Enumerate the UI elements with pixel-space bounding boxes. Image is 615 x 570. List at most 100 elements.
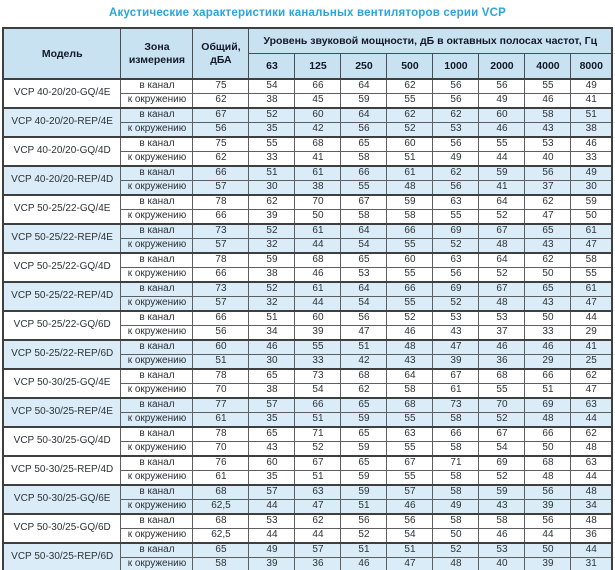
spl-value-cell: 50 xyxy=(524,310,572,326)
spl-value-cell: 59 xyxy=(340,93,388,109)
spl-value-cell: 44 xyxy=(248,528,296,544)
spl-value-cell: 61 xyxy=(432,383,480,399)
spl-value-cell: 67 xyxy=(478,281,526,297)
spl-value-cell: 68 xyxy=(524,455,572,471)
spl-value-cell: 48 xyxy=(524,412,572,428)
spl-value-cell: 39 xyxy=(432,354,480,370)
spl-value-cell: 69 xyxy=(432,223,480,239)
spl-value-cell: 25 xyxy=(570,354,613,370)
spl-value-cell: 58 xyxy=(432,513,480,529)
spl-value-cell: 64 xyxy=(340,78,388,94)
spl-value-cell: 39 xyxy=(524,557,572,570)
model-group: VCP 50-30/25-REP/4E в канал 77 57 66 65 68 73 70… xyxy=(2,397,613,428)
spl-value-cell: 38 xyxy=(248,93,296,109)
zone-cell: в канал xyxy=(120,223,194,239)
spl-value-cell: 36 xyxy=(570,528,613,544)
table-row-to-surroundings: к окружению 62 33 41 58 51 49 44 40 33 xyxy=(3,151,613,167)
header-row-frequencies: 63 125 250 500 1000 2000 4000 8000 xyxy=(3,53,613,80)
zone-cell: в канал xyxy=(120,339,194,355)
table-row-to-surroundings: к окружению 61 35 51 59 55 58 52 48 44 xyxy=(3,412,613,428)
spl-value-cell: 51 xyxy=(294,470,342,486)
spl-value-cell: 51 xyxy=(340,499,388,515)
spl-value-cell: 54 xyxy=(386,528,434,544)
spl-value-cell: 36 xyxy=(294,557,342,570)
model-cell: VCP 50-30/25-GQ/4E xyxy=(2,368,122,399)
spl-value-cell: 52 xyxy=(432,542,480,558)
spl-value-cell: 65 xyxy=(524,223,572,239)
spl-value-cell: 67 xyxy=(432,368,480,384)
spl-value-cell: 33 xyxy=(248,151,296,167)
spl-value-cell: 30 xyxy=(248,354,296,370)
model-group: VCP 50-30/25-GQ/4D в канал 78 65 71 65 63 66 67 6… xyxy=(2,426,613,457)
spl-value-cell: 55 xyxy=(386,412,434,428)
total-dba-cell: 66 xyxy=(192,267,250,283)
zone-cell: к окружению xyxy=(120,412,194,428)
spl-value-cell: 33 xyxy=(294,354,342,370)
spl-value-cell: 66 xyxy=(524,426,572,442)
spl-value-cell: 47 xyxy=(294,499,342,515)
zone-cell: к окружению xyxy=(120,354,194,370)
table-row-in-duct: VCP 50-30/25-REP/6D в канал 65 49 57 51 51 52 53… xyxy=(2,542,613,570)
spl-value-cell: 56 xyxy=(386,513,434,529)
model-cell: VCP 50-25/22-REP/4D xyxy=(2,281,122,312)
spl-value-cell: 69 xyxy=(432,281,480,297)
spl-value-cell: 40 xyxy=(524,151,572,167)
model-group: VCP 50-25/22-REP/4D в канал 73 52 61 64 66 69 67… xyxy=(2,281,613,312)
total-dba-cell: 73 xyxy=(192,223,250,239)
spl-value-cell: 53 xyxy=(340,267,388,283)
spl-value-cell: 50 xyxy=(524,267,572,283)
zone-cell: к окружению xyxy=(120,180,194,196)
spl-value-cell: 62 xyxy=(524,252,572,268)
model-cell: VCP 50-25/22-REP/4E xyxy=(2,223,122,254)
spl-value-cell: 47 xyxy=(386,557,434,570)
table-row-in-duct: VCP 50-25/22-GQ/6D в канал 66 51 60 56 52 53 53 5… xyxy=(2,310,613,341)
spl-value-cell: 59 xyxy=(478,165,526,181)
spl-value-cell: 48 xyxy=(570,484,613,500)
header-row-top: Модель Зона измерения Общий, дБА Уровень… xyxy=(2,27,613,80)
spl-value-cell: 61 xyxy=(386,165,434,181)
spl-value-cell: 61 xyxy=(570,223,613,239)
spl-value-cell: 49 xyxy=(478,93,526,109)
spl-value-cell: 63 xyxy=(570,455,613,471)
spl-value-cell: 62 xyxy=(524,194,572,210)
spl-value-cell: 56 xyxy=(524,513,572,529)
spl-value-cell: 54 xyxy=(248,78,296,94)
model-cell: VCP 50-25/22-GQ/4D xyxy=(2,252,122,283)
spl-value-cell: 70 xyxy=(294,194,342,210)
spl-value-cell: 59 xyxy=(478,484,526,500)
spl-value-cell: 64 xyxy=(386,368,434,384)
spl-value-cell: 51 xyxy=(386,151,434,167)
zone-cell: в канал xyxy=(120,165,194,181)
spl-value-cell: 67 xyxy=(478,426,526,442)
total-dba-cell: 57 xyxy=(192,180,250,196)
spl-value-cell: 33 xyxy=(570,151,613,167)
spl-value-cell: 55 xyxy=(386,296,434,312)
total-dba-cell: 70 xyxy=(192,383,250,399)
spl-value-cell: 51 xyxy=(340,339,388,355)
spl-value-cell: 59 xyxy=(340,484,388,500)
table-row-to-surroundings: к окружению 66 38 46 53 55 56 52 50 55 xyxy=(3,267,613,283)
model-cell: VCP 50-25/22-GQ/6D xyxy=(2,310,122,341)
spl-value-cell: 73 xyxy=(294,368,342,384)
spl-value-cell: 58 xyxy=(340,151,388,167)
zone-cell: в канал xyxy=(120,368,194,384)
spl-value-cell: 58 xyxy=(478,513,526,529)
spl-value-cell: 52 xyxy=(478,412,526,428)
total-dba-cell: 77 xyxy=(192,397,250,413)
spl-value-cell: 48 xyxy=(524,470,572,486)
spl-value-cell: 65 xyxy=(340,397,388,413)
spl-value-cell: 49 xyxy=(570,78,613,94)
spl-value-cell: 42 xyxy=(294,122,342,138)
spl-value-cell: 54 xyxy=(340,238,388,254)
table-row-in-duct: VCP 50-30/25-GQ/4D в канал 78 65 71 65 63 66 67 6… xyxy=(2,426,613,457)
zone-cell: в канал xyxy=(120,513,194,529)
spl-value-cell: 55 xyxy=(478,136,526,152)
spl-value-cell: 62 xyxy=(248,194,296,210)
total-dba-cell: 66 xyxy=(192,209,250,225)
spl-value-cell: 53 xyxy=(432,310,480,326)
spl-value-cell: 67 xyxy=(478,223,526,239)
zone-cell: к окружению xyxy=(120,528,194,544)
column-header-frequency-4000: 4000 xyxy=(524,53,572,80)
table-row-to-surroundings: к окружению 56 34 39 47 46 43 37 33 29 xyxy=(3,325,613,341)
spl-value-cell: 66 xyxy=(340,165,388,181)
